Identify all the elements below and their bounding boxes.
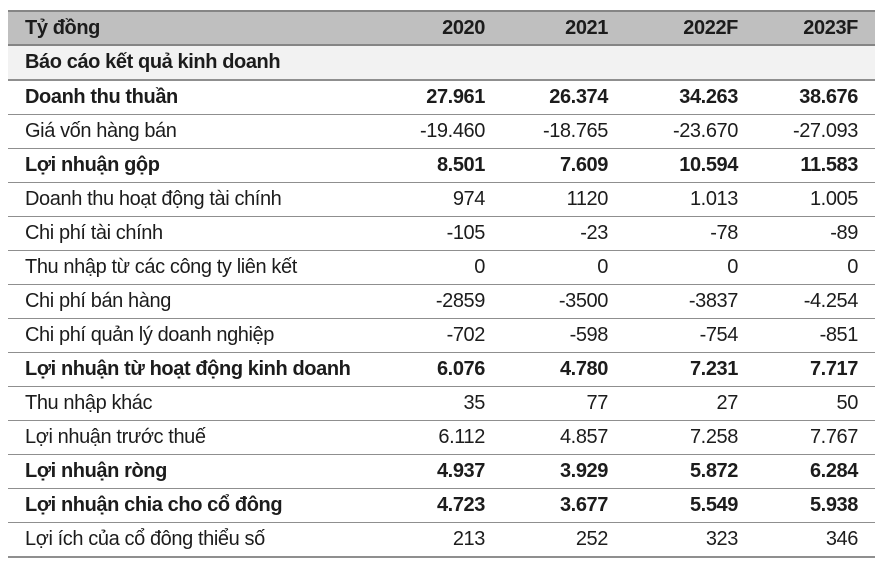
table-row: Chi phí quản lý doanh nghiệp -702 -598 -754… — [8, 319, 875, 353]
cell-value: 5.938 — [809, 494, 858, 516]
row-label: Giá vốn hàng bán — [25, 120, 177, 142]
col-header-2023f: 2023F — [803, 17, 858, 39]
col-header-2021: 2021 — [565, 17, 608, 39]
cell-value: 5.872 — [689, 460, 738, 482]
cell-value: -851 — [819, 324, 859, 346]
cell-value: -19.460 — [419, 120, 485, 142]
cell-value: -27.093 — [792, 120, 858, 142]
cell-value: 8.501 — [436, 154, 485, 176]
table-row: Chi phí tài chính -105 -23 -78 -89 — [8, 217, 875, 251]
cell-value: -89 — [830, 222, 858, 244]
cell-value: -3837 — [688, 290, 739, 312]
cell-value: 323 — [705, 528, 739, 550]
row-label: Thu nhập khác — [25, 392, 153, 414]
cell-value: 0 — [727, 256, 738, 278]
unit-header: Tỷ đồng — [25, 17, 100, 39]
table-row: Lợi nhuận gộp 8.501 7.609 10.594 11.583 — [8, 149, 875, 183]
cell-value: 1120 — [566, 188, 609, 210]
cell-value: 7.609 — [559, 154, 608, 176]
cell-value: 7.767 — [809, 426, 858, 448]
cell-value: 252 — [575, 528, 609, 550]
cell-value: -2859 — [435, 290, 486, 312]
cell-value: 35 — [463, 392, 486, 414]
cell-value: 4.857 — [559, 426, 608, 448]
cell-value: 1.013 — [689, 188, 738, 210]
table-row: Thu nhập khác 35 77 27 50 — [8, 387, 875, 421]
cell-value: 7.231 — [689, 358, 738, 380]
cell-value: 34.263 — [679, 86, 738, 108]
row-label: Chi phí tài chính — [25, 222, 163, 244]
cell-value: 77 — [586, 392, 609, 414]
table-row: Chi phí bán hàng -2859 -3500 -3837 -4.254 — [8, 285, 875, 319]
cell-value: 4.937 — [436, 460, 485, 482]
cell-value: 213 — [452, 528, 486, 550]
cell-value: 38.676 — [799, 86, 858, 108]
cell-value: 7.258 — [689, 426, 738, 448]
cell-value: 7.717 — [809, 358, 858, 380]
cell-value: -78 — [710, 222, 738, 244]
col-header-2022f: 2022F — [683, 17, 738, 39]
table-row: Lợi ích của cổ đông thiểu số 213 252 323 346 — [8, 523, 875, 557]
row-label: Doanh thu thuần — [25, 86, 178, 108]
cell-value: 3.677 — [559, 494, 608, 516]
table-row: Lợi nhuận trước thuế 6.112 4.857 7.258 7.767 — [8, 421, 875, 455]
cell-value: 4.780 — [559, 358, 608, 380]
section-row: Báo cáo kết quả kinh doanh — [8, 45, 875, 80]
cell-value: 6.076 — [436, 358, 485, 380]
cell-value: 0 — [597, 256, 608, 278]
cell-value: 346 — [825, 528, 859, 550]
cell-value: -18.765 — [542, 120, 608, 142]
row-label: Chi phí quản lý doanh nghiệp — [25, 324, 275, 346]
cell-value: 1.005 — [809, 188, 858, 210]
row-label: Lợi nhuận chia cho cổ đông — [25, 494, 283, 516]
table-row: Doanh thu thuần 27.961 26.374 34.263 38.676 — [8, 80, 875, 115]
row-label: Lợi nhuận từ hoạt động kinh doanh — [25, 358, 351, 380]
cell-value: 6.284 — [809, 460, 858, 482]
income-statement-table: Tỷ đồng 2020 2021 2022F 2023F Báo cáo kế… — [8, 10, 875, 558]
cell-value: -4.254 — [803, 290, 859, 312]
cell-value: 50 — [836, 392, 859, 414]
cell-value: 10.594 — [679, 154, 738, 176]
cell-value: 11.583 — [800, 154, 858, 176]
cell-value: 4.723 — [436, 494, 485, 516]
cell-value: -598 — [569, 324, 609, 346]
table-row: Thu nhập từ các công ty liên kết 0 0 0 0 — [8, 251, 875, 285]
col-header-2020: 2020 — [442, 17, 485, 39]
cell-value: 0 — [847, 256, 858, 278]
section-title: Báo cáo kết quả kinh doanh — [25, 51, 281, 73]
cell-value: 0 — [474, 256, 485, 278]
table-row: Lợi nhuận chia cho cổ đông 4.723 3.677 5.54… — [8, 489, 875, 523]
cell-value: 3.929 — [559, 460, 608, 482]
table-header-row: Tỷ đồng 2020 2021 2022F 2023F — [8, 11, 875, 45]
cell-value: 27 — [716, 392, 739, 414]
cell-value: 5.549 — [689, 494, 738, 516]
cell-value: 6.112 — [438, 426, 485, 448]
row-label: Lợi nhuận trước thuế — [25, 426, 206, 448]
row-label: Lợi nhuận gộp — [25, 154, 160, 176]
table-row: Lợi nhuận từ hoạt động kinh doanh 6.076 4.… — [8, 353, 875, 387]
cell-value: 974 — [452, 188, 486, 210]
table-row: Lợi nhuận ròng 4.937 3.929 5.872 6.284 — [8, 455, 875, 489]
row-label: Doanh thu hoạt động tài chính — [25, 188, 282, 210]
row-label: Lợi ích của cổ đông thiểu số — [25, 528, 265, 550]
table-row: Giá vốn hàng bán -19.460 -18.765 -23.670 -27… — [8, 115, 875, 149]
cell-value: -754 — [699, 324, 739, 346]
income-statement: Tỷ đồng 2020 2021 2022F 2023F Báo cáo kế… — [8, 10, 875, 558]
cell-value: -23.670 — [672, 120, 738, 142]
cell-value: -702 — [446, 324, 486, 346]
row-label: Chi phí bán hàng — [25, 290, 171, 312]
cell-value: 27.961 — [426, 86, 485, 108]
cell-value: -23 — [580, 222, 608, 244]
row-label: Lợi nhuận ròng — [25, 460, 167, 482]
row-label: Thu nhập từ các công ty liên kết — [25, 256, 297, 278]
table-row: Doanh thu hoạt động tài chính 974 1120 1.01… — [8, 183, 875, 217]
cell-value: -105 — [446, 222, 486, 244]
cell-value: 26.374 — [549, 86, 608, 108]
cell-value: -3500 — [558, 290, 609, 312]
